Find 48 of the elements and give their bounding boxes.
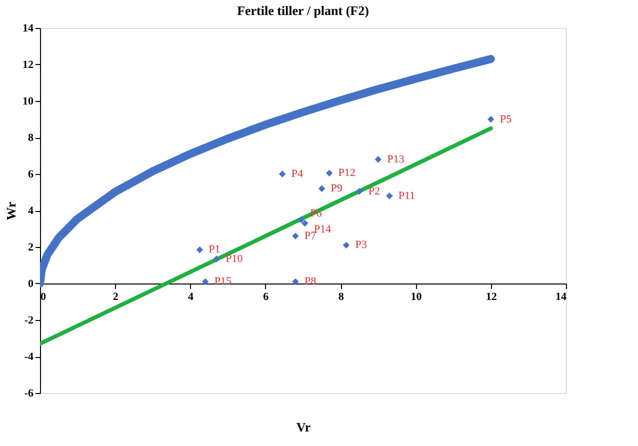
point [386, 192, 393, 200]
annotation: P5 [500, 113, 512, 126]
point [278, 170, 286, 178]
x-tick-label: 14 [556, 291, 567, 303]
point [196, 246, 204, 254]
x-axis-title: Vr [296, 420, 311, 434]
y-tick-label: 12 [22, 59, 34, 71]
y-tick-label: 8 [28, 132, 34, 144]
annotation: P12 [338, 167, 356, 180]
x-tick-label: 10 [410, 291, 422, 303]
point [292, 232, 299, 240]
y-tick-label: 0 [28, 278, 34, 290]
y-tick-label: 2 [28, 242, 34, 254]
x-tick-label: 8 [338, 291, 344, 303]
annotation: P9 [330, 182, 343, 195]
y-tick-label: 10 [22, 96, 34, 108]
y-tick-label: -6 [24, 388, 34, 400]
point [374, 156, 382, 163]
y-tick-label: 14 [22, 22, 34, 34]
y-tick-label: 4 [28, 205, 34, 217]
annotation: P6 [310, 208, 322, 220]
point [342, 242, 350, 249]
chart-title: Fertile tiller / plant (F2) [237, 3, 369, 18]
annotation: P4 [291, 168, 304, 180]
y-tick-label: 6 [28, 168, 34, 180]
point [356, 188, 363, 195]
x-tick-label: 6 [263, 291, 270, 303]
point [326, 170, 333, 176]
point [318, 185, 326, 192]
x-tick-label: 4 [188, 291, 194, 303]
annotation: P3 [355, 239, 368, 252]
y-axis-title: Wr [4, 202, 18, 220]
x-tick-label: 0 [40, 291, 46, 303]
point [302, 220, 308, 227]
x-tick-label: 2 [112, 291, 119, 303]
y-tick-label: -2 [24, 314, 34, 326]
annotation: P1 [208, 244, 220, 256]
y-tick-label: -4 [24, 351, 34, 363]
point [213, 256, 220, 262]
point [488, 116, 494, 123]
annotation: P13 [387, 153, 405, 166]
annotation: P10 [226, 252, 244, 265]
point [202, 278, 209, 286]
x-tick-label: 12 [486, 291, 498, 303]
annotation: P2 [368, 185, 380, 198]
point [298, 216, 304, 223]
point [292, 278, 299, 286]
annotation: P11 [398, 190, 416, 202]
